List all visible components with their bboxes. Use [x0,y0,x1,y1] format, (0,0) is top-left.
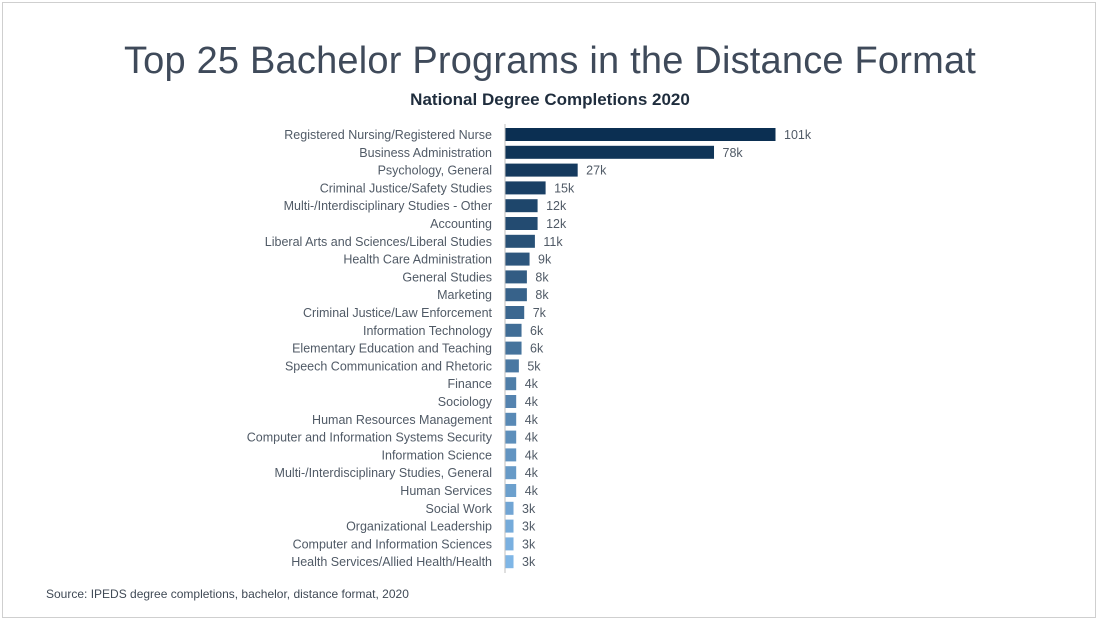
data-label: 12k [546,199,567,213]
category-label: Computer and Information Sciences [293,537,492,551]
bar [505,163,578,177]
data-label: 4k [525,377,539,391]
category-label: Speech Communication and Rhetoric [285,359,492,373]
bar [505,128,776,141]
category-label: Business Administration [359,146,492,160]
bar [505,555,514,569]
chart-title: Top 25 Bachelor Programs in the Distance… [123,40,977,82]
data-label: 4k [525,431,539,445]
data-label: 78k [723,146,744,160]
category-label: Accounting [430,217,492,231]
bar [505,501,514,515]
bar [505,181,546,195]
data-label: 9k [538,253,552,267]
category-label: Marketing [437,288,492,302]
category-label: Multi-/Interdisciplinary Studies - Other [284,199,492,213]
category-label: Elementary Education and Teaching [292,342,492,356]
category-label: Health Care Administration [343,253,492,267]
bar [505,430,517,444]
data-label: 7k [533,306,547,320]
bar [505,359,519,373]
data-label: 3k [522,537,536,551]
category-label: Liberal Arts and Sciences/Liberal Studie… [265,235,492,249]
bar [505,412,517,426]
bar [505,377,517,391]
data-label: 12k [546,217,567,231]
data-label: 4k [525,466,539,480]
category-label: Criminal Justice/Safety Studies [320,181,492,195]
bar [505,537,514,551]
category-label: Sociology [438,395,493,409]
category-label: Health Services/Allied Health/Health [291,555,492,569]
category-label: Registered Nursing/Registered Nurse [284,128,492,142]
category-label: Information Technology [363,324,493,338]
data-label: 5k [527,359,541,373]
bar [505,199,538,213]
category-label: Criminal Justice/Law Enforcement [303,306,492,320]
bar [505,217,538,230]
data-label: 4k [525,448,539,462]
source-note: Source: IPEDS degree completions, bachel… [46,587,409,601]
bar [505,448,517,462]
data-label: 6k [530,342,544,356]
bar [505,341,522,355]
bar [505,270,527,284]
data-label: 11k [543,235,563,249]
data-label: 3k [522,502,536,516]
data-label: 4k [525,484,539,498]
category-label: Multi-/Interdisciplinary Studies, Genera… [275,466,492,480]
bar [505,306,525,319]
category-label: Human Services [400,484,492,498]
category-label: Social Work [426,502,493,516]
data-label: 8k [535,270,549,284]
data-label: 4k [525,395,539,409]
data-label: 3k [522,520,536,534]
bar [505,519,514,533]
data-label: 4k [525,413,539,427]
bar [505,234,535,248]
category-label: Information Science [382,448,493,462]
category-label: Finance [448,377,493,391]
data-label: 15k [554,181,575,195]
data-label: 3k [522,555,536,569]
category-label: Psychology, General [378,164,492,178]
data-label: 27k [586,164,607,178]
data-label: 8k [535,288,549,302]
category-label: Human Resources Management [312,413,492,427]
category-label: Organizational Leadership [346,520,492,534]
bar [505,145,715,159]
data-label: 6k [530,324,544,338]
bar [505,323,522,337]
bar [505,252,530,266]
chart-subtitle: National Degree Completions 2020 [410,90,690,109]
bar [505,466,517,480]
bar [505,484,517,497]
bar [505,288,527,302]
bar [505,395,517,408]
category-label: General Studies [402,270,492,284]
category-label: Computer and Information Systems Securit… [247,431,493,445]
data-label: 101k [784,128,812,142]
